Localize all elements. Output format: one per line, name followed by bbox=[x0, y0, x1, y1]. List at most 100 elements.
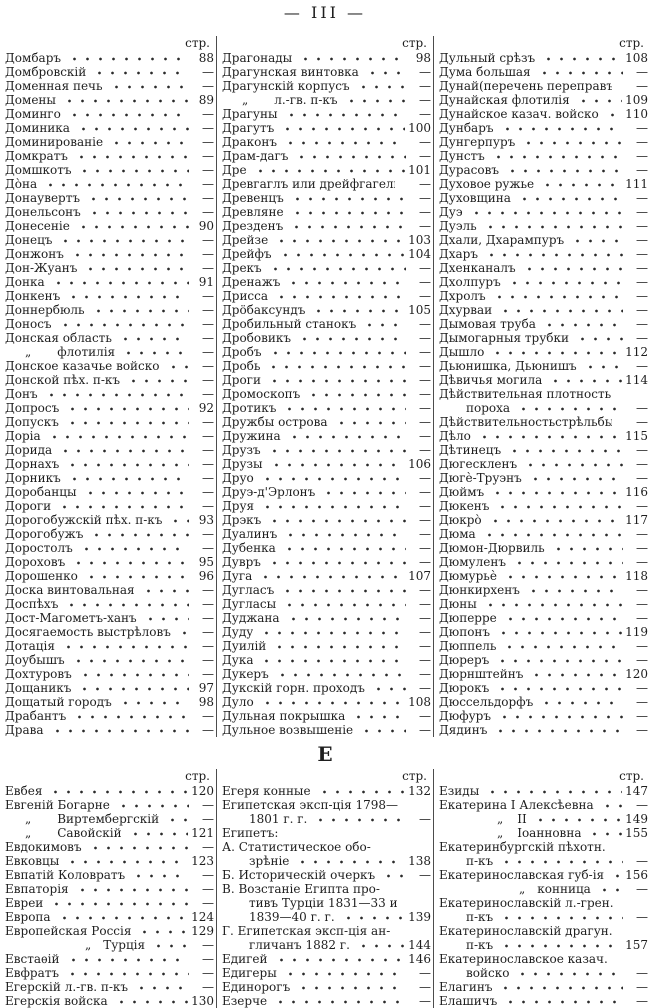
entry-term: Допросъ bbox=[5, 401, 60, 415]
entry-page: — bbox=[636, 275, 648, 289]
dot-leader bbox=[501, 571, 623, 582]
entry-page: 89 bbox=[198, 93, 214, 107]
entry-page: — bbox=[202, 177, 214, 191]
entry-term: Дукскій горн. проходъ bbox=[222, 681, 365, 695]
entry-term: Дѣло bbox=[439, 429, 471, 443]
entry-page: — bbox=[202, 345, 214, 359]
dot-leader bbox=[116, 697, 189, 708]
entry-term: Дюнкирхенъ bbox=[439, 583, 520, 597]
dot-leader bbox=[112, 996, 189, 1007]
index-entry: Дощаникъ 97 bbox=[5, 681, 214, 695]
dot-leader bbox=[271, 641, 406, 652]
dot-leader bbox=[266, 515, 406, 526]
dot-leader bbox=[305, 389, 406, 400]
index-entry: тивъ Турціи 1831—33 и bbox=[222, 896, 431, 910]
entry-page: — bbox=[636, 233, 648, 247]
entry-page: — bbox=[636, 994, 648, 1008]
dot-leader bbox=[342, 95, 406, 106]
dot-leader bbox=[280, 543, 406, 554]
entry-term: 1801 г. г. bbox=[249, 812, 308, 826]
entry-page: — bbox=[419, 681, 431, 695]
entry-term: Домены bbox=[5, 93, 56, 107]
entry-term: Дюрокъ bbox=[439, 681, 490, 695]
index-entry: Дувръ — bbox=[222, 555, 431, 569]
dot-leader bbox=[595, 884, 623, 895]
dot-leader bbox=[45, 431, 189, 442]
index-entry: Дюмуленъ — bbox=[439, 555, 648, 569]
entry-term: Дорнахъ bbox=[5, 457, 60, 471]
index-entry: „ Іоанновна 155 bbox=[439, 826, 648, 840]
entry-page: — bbox=[202, 812, 214, 826]
dot-leader bbox=[494, 683, 623, 694]
entry-page: — bbox=[202, 527, 214, 541]
index-entry: Дугласы — bbox=[222, 597, 431, 611]
index-entry: Драгонады 98 bbox=[222, 51, 431, 65]
dot-leader bbox=[74, 221, 189, 232]
index-entry: Езиды 147 bbox=[439, 784, 648, 798]
index-entry: Дунайское казач. войско 110 bbox=[439, 107, 648, 121]
entry-term: Дхролъ bbox=[439, 289, 486, 303]
entry-term: п-къ bbox=[466, 854, 494, 868]
index-entry: Доменная печь — bbox=[5, 79, 214, 93]
entry-term: Дунбаръ bbox=[439, 121, 494, 135]
entry-page: 121 bbox=[191, 826, 214, 840]
dot-leader bbox=[64, 403, 189, 414]
entry-page: — bbox=[202, 840, 214, 854]
dot-leader bbox=[520, 137, 623, 148]
index-entry: Дукскій горн. проходъ — bbox=[222, 681, 431, 695]
dot-leader bbox=[167, 515, 189, 526]
dot-leader bbox=[64, 954, 189, 965]
index-entry: Единорогъ — bbox=[222, 980, 431, 994]
dot-leader bbox=[350, 711, 406, 722]
index-entry: Б. Историческій очеркъ — bbox=[222, 868, 431, 882]
index-entry: Дюкро̀ 117 bbox=[439, 513, 648, 527]
dot-leader bbox=[56, 501, 189, 512]
entry-page: 103 bbox=[408, 233, 431, 247]
index-entry: Дощатый городъ 98 bbox=[5, 695, 214, 709]
entry-term: Допускъ bbox=[5, 415, 59, 429]
index-entry: Драва — bbox=[5, 723, 214, 737]
entry-term: Дюмурьѐ bbox=[439, 569, 497, 583]
index-entry: Дюгѐ-Труэнъ — bbox=[439, 471, 648, 485]
entry-term: Европа bbox=[5, 910, 51, 924]
index-entry: Дон-Жуанъ — bbox=[5, 261, 214, 275]
dot-leader bbox=[315, 786, 406, 797]
index-entry: Дульная покрышка — bbox=[222, 709, 431, 723]
dot-leader bbox=[609, 870, 623, 881]
entry-page: — bbox=[202, 429, 214, 443]
dot-leader bbox=[114, 800, 189, 811]
index-entry: Доминика — bbox=[5, 121, 214, 135]
index-entry: Дюппель — bbox=[439, 639, 648, 653]
dot-leader bbox=[64, 856, 189, 867]
entry-page: 123 bbox=[191, 854, 214, 868]
dot-leader bbox=[85, 207, 189, 218]
entry-term: п-къ bbox=[466, 910, 494, 924]
entry-page: — bbox=[419, 135, 431, 149]
entry-term: Друзы bbox=[222, 457, 263, 471]
index-entry: Дуду — bbox=[222, 625, 431, 639]
entry-term: Друзъ bbox=[222, 443, 261, 457]
index-entry: Дюма — bbox=[439, 527, 648, 541]
index-entry: Друзы 106 bbox=[222, 457, 431, 471]
dot-leader bbox=[515, 403, 623, 414]
entry-page: — bbox=[419, 513, 431, 527]
index-entry: Дрекъ — bbox=[222, 261, 431, 275]
dot-leader bbox=[494, 655, 623, 666]
entry-term: Драва bbox=[5, 723, 44, 737]
index-entry: Дунайская флотилія 109 bbox=[439, 93, 648, 107]
dot-leader bbox=[531, 814, 623, 825]
dot-leader bbox=[504, 165, 623, 176]
entry-page: — bbox=[419, 597, 431, 611]
dot-leader bbox=[68, 249, 189, 260]
entry-term: тивъ Турціи 1831—33 и bbox=[249, 896, 398, 910]
entry-page: — bbox=[636, 317, 648, 331]
entry-term: Екатеринославскій л.-грен. bbox=[439, 896, 614, 910]
index-entry: Дотація — bbox=[5, 639, 214, 653]
index-entry: Дхролъ — bbox=[439, 289, 648, 303]
dot-leader bbox=[489, 151, 623, 162]
dot-leader bbox=[272, 954, 406, 965]
entry-term: зрѣніе bbox=[249, 854, 290, 868]
entry-page: — bbox=[419, 373, 431, 387]
dot-leader bbox=[82, 571, 189, 582]
index-entry: Донъ — bbox=[5, 387, 214, 401]
